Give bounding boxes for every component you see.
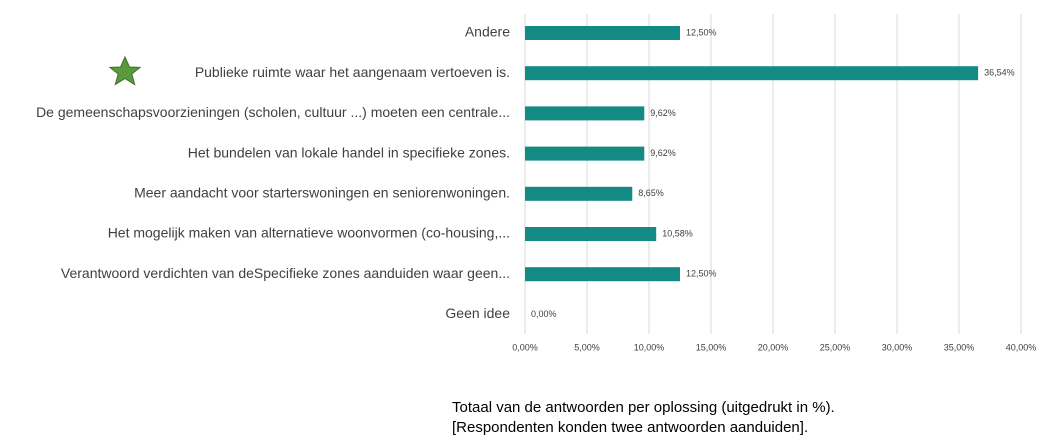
category-label: Publieke ruimte waar het aangenaam verto…	[195, 64, 510, 80]
value-label: 9,62%	[650, 148, 676, 158]
category-label: De gemeenschapsvoorzieningen (scholen, c…	[36, 104, 510, 120]
bar	[525, 227, 657, 241]
bar	[525, 146, 645, 161]
x-tick-label: 25,00%	[820, 342, 851, 352]
bar	[525, 66, 979, 81]
x-tick-label: 10,00%	[634, 342, 665, 352]
x-tick-label: 15,00%	[696, 342, 727, 352]
category-label: Andere	[465, 24, 510, 40]
caption: Totaal van de antwoorden per oplossing (…	[452, 399, 835, 416]
star-icon	[108, 55, 142, 86]
x-tick-label: 20,00%	[758, 342, 789, 352]
bar	[525, 26, 680, 40]
category-label: Verantwoord verdichten van deSpecifieke …	[61, 265, 510, 281]
bar	[525, 106, 645, 121]
x-tick-label: 30,00%	[882, 342, 913, 352]
value-label: 0,00%	[531, 309, 557, 319]
category-label: Het mogelijk maken van alternatieve woon…	[108, 225, 510, 241]
value-label: 36,54%	[984, 68, 1015, 78]
caption: [Respondenten konden twee antwoorden aan…	[452, 419, 808, 436]
bar	[525, 267, 680, 282]
x-tick-label: 40,00%	[1006, 342, 1037, 352]
value-label: 8,65%	[638, 188, 664, 198]
category-label: Het bundelen van lokale handel in specif…	[188, 144, 510, 160]
category-label: Geen idee	[445, 305, 510, 321]
x-tick-label: 0,00%	[512, 342, 538, 352]
value-label: 9,62%	[650, 108, 676, 118]
x-tick-label: 35,00%	[944, 342, 975, 352]
category-label: Meer aandacht voor starterswoningen en s…	[134, 185, 510, 201]
value-label: 10,58%	[662, 228, 693, 238]
value-label: 12,50%	[686, 27, 717, 37]
value-label: 12,50%	[686, 269, 717, 279]
x-tick-label: 5,00%	[574, 342, 600, 352]
bar	[525, 186, 633, 201]
